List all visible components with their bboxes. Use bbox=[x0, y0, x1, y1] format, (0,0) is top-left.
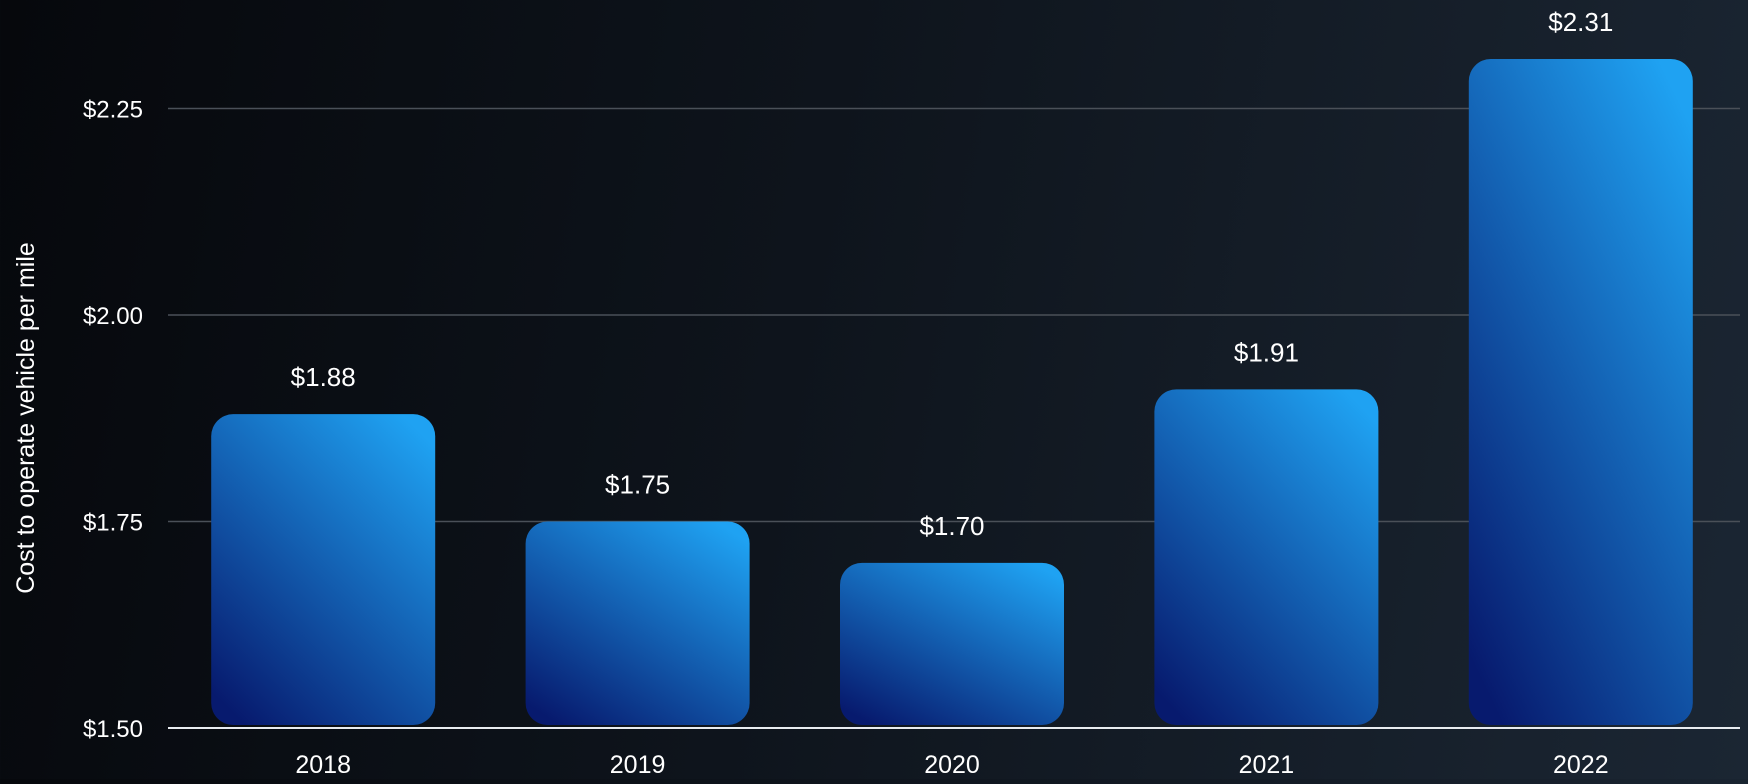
value-label-2018: $1.88 bbox=[291, 362, 356, 392]
bar-2019 bbox=[525, 521, 750, 725]
bar-2018 bbox=[211, 414, 436, 725]
value-label-2022: $2.31 bbox=[1548, 7, 1613, 37]
y-tick-label: $2.25 bbox=[83, 97, 143, 124]
bar-2022 bbox=[1468, 59, 1693, 725]
bars bbox=[211, 59, 1693, 725]
y-axis-ticks: $1.50 $1.75 $2.00 $2.25 bbox=[83, 97, 143, 743]
x-tick-label-2018: 2018 bbox=[295, 751, 351, 779]
value-labels: $1.88 $1.75 $1.70 $1.91 $2.31 bbox=[291, 7, 1614, 541]
value-label-2019: $1.75 bbox=[605, 470, 670, 500]
value-label-2021: $1.91 bbox=[1234, 337, 1299, 367]
bar-2020 bbox=[840, 562, 1064, 725]
y-axis-title: Cost to operate vehicle per mile bbox=[12, 242, 40, 594]
x-tick-label-2021: 2021 bbox=[1239, 751, 1295, 779]
x-tick-label-2019: 2019 bbox=[610, 751, 666, 779]
value-label-2020: $1.70 bbox=[919, 511, 984, 541]
y-tick-label: $1.50 bbox=[83, 716, 143, 743]
y-tick-label: $1.75 bbox=[83, 510, 143, 537]
y-tick-label: $2.00 bbox=[83, 303, 143, 330]
x-tick-label-2022: 2022 bbox=[1553, 751, 1609, 779]
x-tick-label-2020: 2020 bbox=[924, 751, 980, 779]
x-axis-ticks: 2018 2019 2020 2021 2022 bbox=[295, 751, 1608, 779]
bar-2021 bbox=[1154, 389, 1379, 725]
